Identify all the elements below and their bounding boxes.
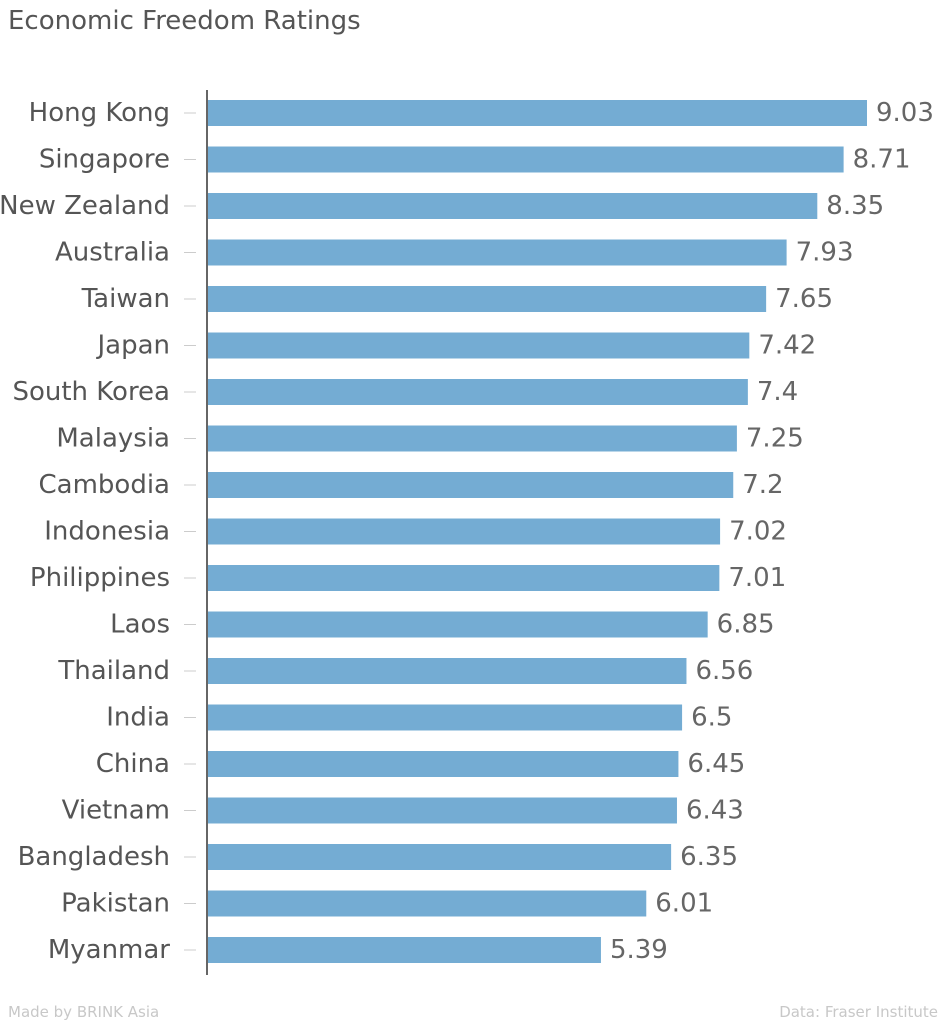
bar <box>208 565 720 591</box>
value-label: 7.65 <box>775 284 833 314</box>
category-label: Thailand <box>57 656 170 686</box>
bars-group: Hong Kong 9.03 Singapore 8.71 New Zealand 8.3… <box>0 98 934 965</box>
category-label: Hong Kong <box>29 98 170 128</box>
bar <box>208 751 679 777</box>
value-label: 6.35 <box>680 842 738 872</box>
category-label: Pakistan <box>61 889 170 919</box>
bar <box>208 193 818 219</box>
bar <box>208 658 687 684</box>
value-label: 6.01 <box>655 889 713 919</box>
category-label: South Korea <box>12 377 170 407</box>
category-label: Taiwan <box>81 284 170 314</box>
value-label: 8.35 <box>826 191 884 221</box>
value-label: 8.71 <box>853 145 911 175</box>
category-label: China <box>96 749 170 779</box>
category-label: Australia <box>55 238 170 268</box>
category-label: Myanmar <box>48 935 170 965</box>
category-label: India <box>106 703 170 733</box>
bar <box>208 611 708 638</box>
value-label: 7.2 <box>742 470 783 500</box>
value-label: 9.03 <box>876 98 934 128</box>
value-label: 6.43 <box>686 796 744 826</box>
value-label: 7.02 <box>729 517 787 547</box>
value-label: 6.45 <box>687 749 745 779</box>
value-label: 7.93 <box>796 238 854 268</box>
category-label: Laos <box>110 610 170 640</box>
value-label: 5.39 <box>610 935 668 965</box>
value-label: 7.42 <box>758 331 816 361</box>
value-label: 7.25 <box>746 424 804 454</box>
bar <box>208 518 721 545</box>
bar <box>208 425 737 452</box>
category-label: Cambodia <box>39 470 171 500</box>
bar <box>208 239 787 266</box>
category-label: New Zealand <box>0 191 170 221</box>
value-label: 6.56 <box>695 656 753 686</box>
bar <box>208 937 601 963</box>
bar <box>208 100 867 126</box>
footer-credit: Made by BRINK Asia <box>8 1003 160 1021</box>
bar <box>208 146 844 173</box>
footer-source: Data: Fraser Institute <box>779 1003 938 1021</box>
bar <box>208 332 750 359</box>
chart-title: Economic Freedom Ratings <box>8 6 361 36</box>
category-label: Malaysia <box>56 424 170 454</box>
category-label: Vietnam <box>62 796 170 826</box>
bar <box>208 797 677 824</box>
category-label: Philippines <box>30 563 170 593</box>
bar <box>208 890 647 917</box>
bar <box>208 472 734 498</box>
category-label: Singapore <box>39 145 170 175</box>
value-label: 7.4 <box>757 377 798 407</box>
value-label: 7.01 <box>728 563 786 593</box>
value-label: 6.85 <box>717 610 775 640</box>
bar <box>208 844 672 870</box>
bar <box>208 379 748 405</box>
category-label: Bangladesh <box>18 842 170 872</box>
category-label: Japan <box>95 331 170 361</box>
bar <box>208 286 767 312</box>
value-label: 6.5 <box>691 703 732 733</box>
category-label: Indonesia <box>44 517 170 547</box>
bar <box>208 704 683 731</box>
